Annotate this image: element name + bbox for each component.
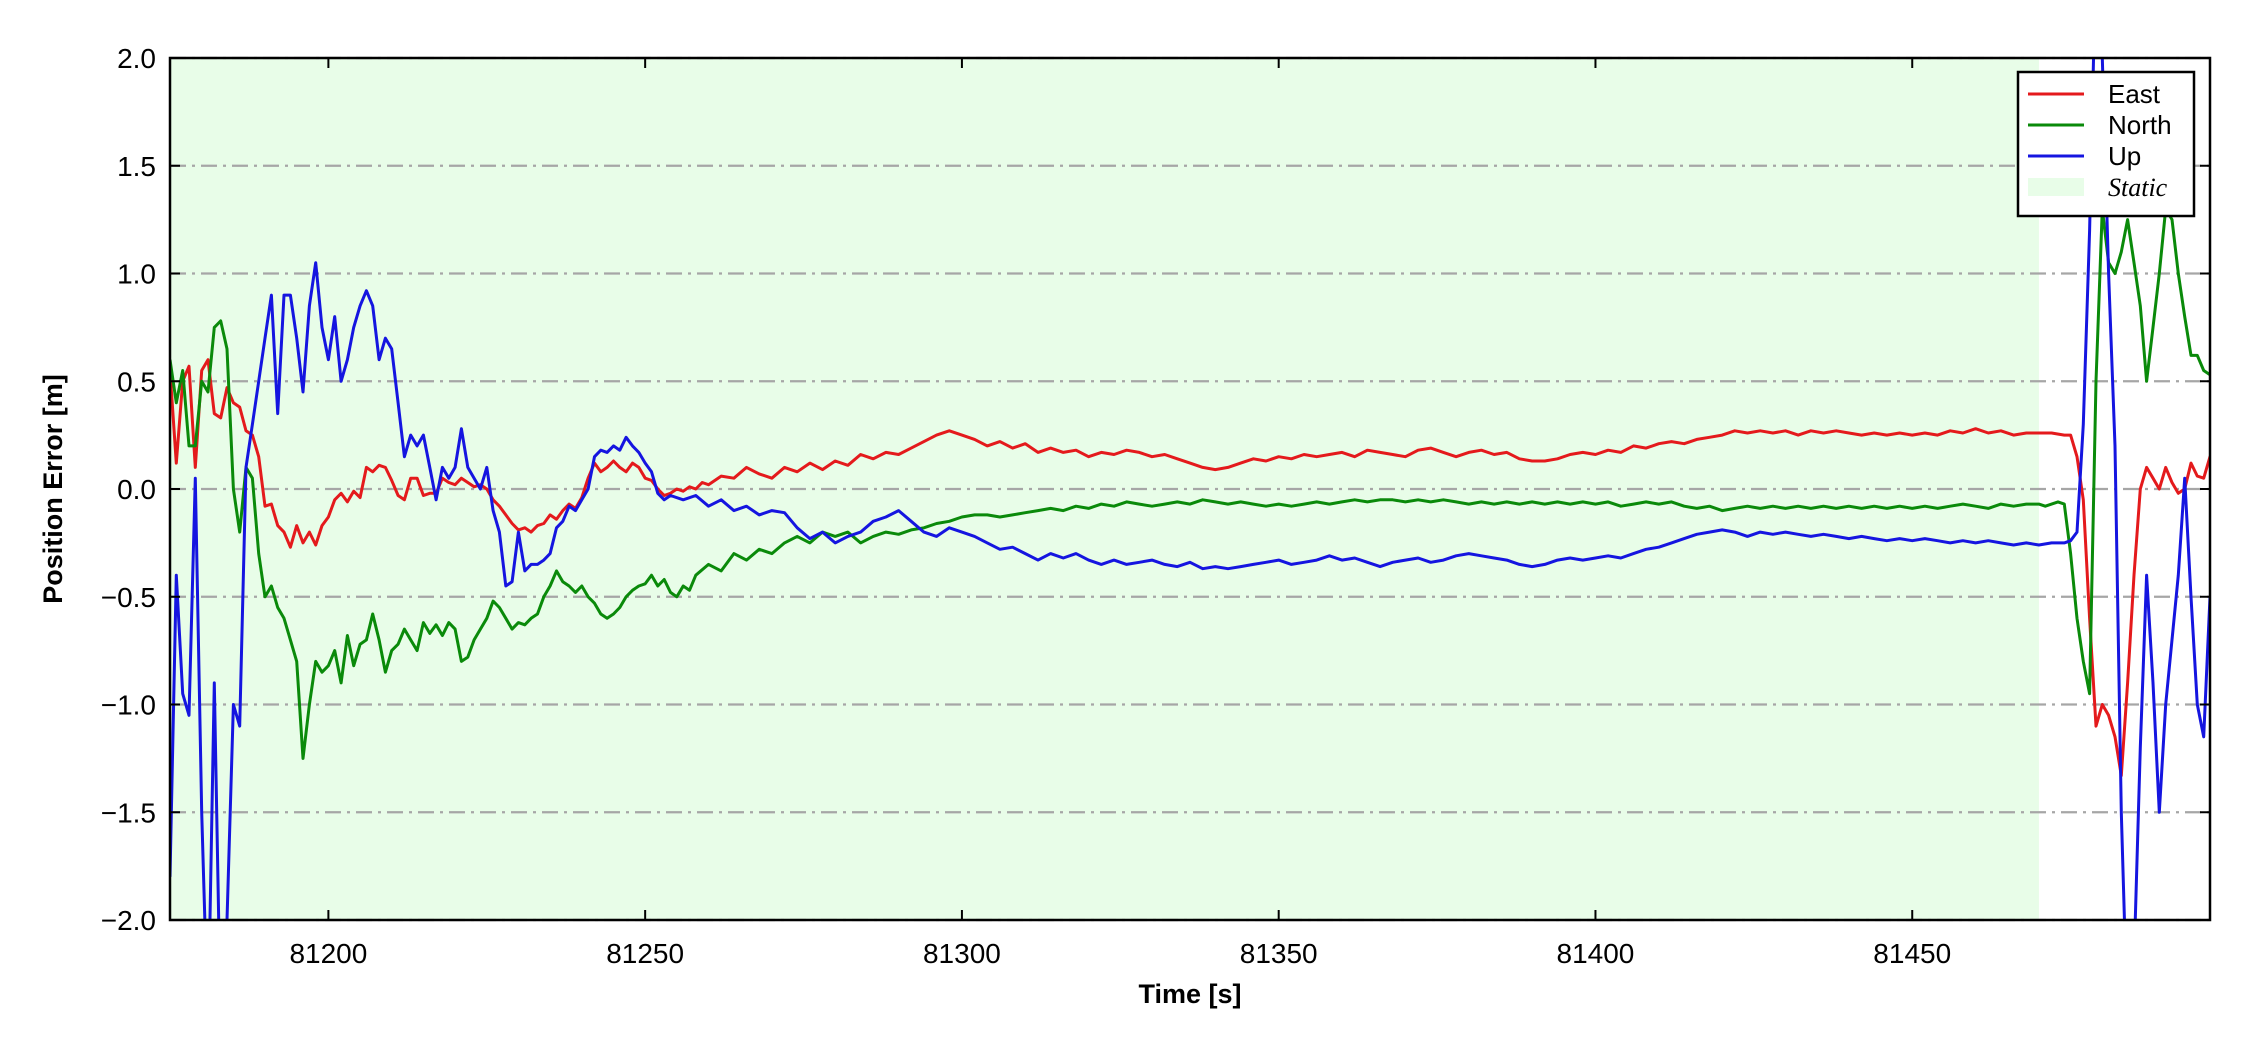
y-tick-label-3: −0.5: [101, 582, 156, 613]
x-tick-label-1: 81250: [606, 938, 684, 969]
y-tick-label-8: 2.0: [117, 43, 156, 74]
y-tick-label-0: −2.0: [101, 905, 156, 936]
series-line-up: [170, 58, 2210, 920]
x-tick-label-5: 81450: [1873, 938, 1951, 969]
x-axis-label: Time [s]: [1138, 979, 1241, 1009]
legend-swatch-static: [2028, 178, 2084, 196]
legend-label-east: East: [2108, 79, 2161, 109]
x-tick-label-4: 81400: [1557, 938, 1635, 969]
y-tick-label-2: −1.0: [101, 690, 156, 721]
series-layer: [170, 58, 2210, 920]
y-tick-label-1: −1.5: [101, 797, 156, 828]
y-tick-label-5: 0.5: [117, 366, 156, 397]
series-line-north: [170, 207, 2210, 760]
x-tick-label-2: 81300: [923, 938, 1001, 969]
x-tick-label-3: 81350: [1240, 938, 1318, 969]
legend-label-up: Up: [2108, 141, 2141, 171]
x-tick-label-0: 81200: [289, 938, 367, 969]
legend-label-static: Static: [2108, 173, 2168, 202]
legend-label-north: North: [2108, 110, 2172, 140]
y-tick-label-7: 1.5: [117, 151, 156, 182]
y-tick-label-4: 0.0: [117, 474, 156, 505]
series-line-east: [170, 358, 2210, 778]
y-tick-label-6: 1.0: [117, 259, 156, 290]
y-axis-label: Position Error [m]: [38, 374, 68, 604]
axis-ticks: −2.0 −1.5 −1.0 −0.5 0.0 0.5 1.0 1.5 2.0 81200 8125…: [101, 43, 2210, 969]
